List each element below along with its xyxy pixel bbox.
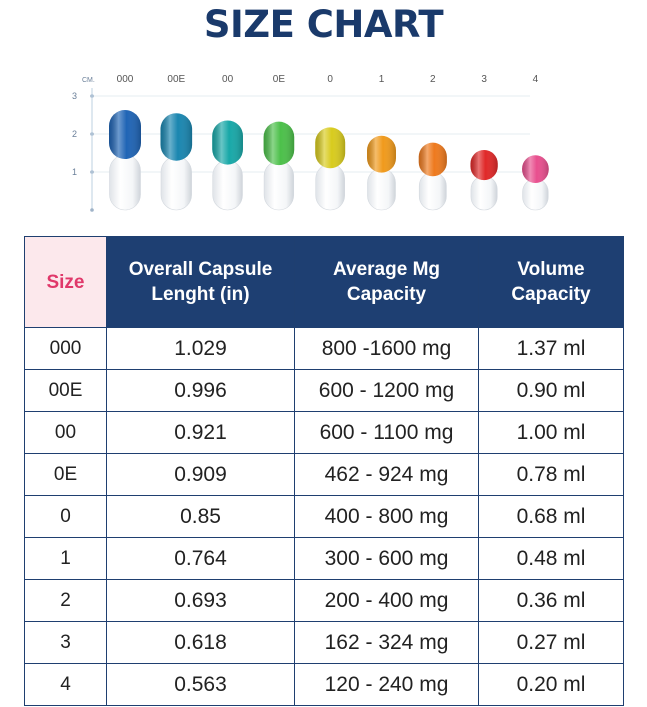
capsule-cap-sheen <box>109 110 141 159</box>
table-row: 0E 0.909 462 - 924 mg 0.78 ml <box>24 453 624 496</box>
cell-length: 0.563 <box>106 663 295 706</box>
cell-size: 1 <box>24 537 107 580</box>
capsule-body <box>522 178 549 211</box>
cell-volume: 0.90 ml <box>478 369 624 412</box>
table-row: 0 0.85 400 - 800 mg 0.68 ml <box>24 495 624 538</box>
capsule-size-label: 4 <box>533 74 539 85</box>
capsule-0E: 0E <box>263 74 295 211</box>
table-row: 00 0.921 600 - 1100 mg 1.00 ml <box>24 411 624 454</box>
table-row: 00E 0.996 600 - 1200 mg 0.90 ml <box>24 369 624 412</box>
capsule-cap-sheen <box>367 135 396 173</box>
axis-tick-label: 2 <box>72 129 77 139</box>
capsule-size-label: 0E <box>273 74 286 85</box>
cell-volume: 0.20 ml <box>478 663 624 706</box>
cell-size: 00E <box>24 369 107 412</box>
capsule-size-label: 1 <box>379 74 385 85</box>
cell-volume: 1.37 ml <box>478 327 624 370</box>
capsule-0: 0 <box>315 74 346 211</box>
cell-size: 4 <box>24 663 107 706</box>
axis-tick-dot <box>90 208 94 212</box>
capsule-1: 1 <box>367 74 396 211</box>
cell-size: 0 <box>24 495 107 538</box>
cell-mg-capacity: 200 - 400 mg <box>294 579 479 622</box>
capsule-body <box>263 160 295 211</box>
header-size: Size <box>24 236 107 328</box>
cell-mg-capacity: 600 - 1200 mg <box>294 369 479 412</box>
capsule-2: 2 <box>418 74 447 211</box>
cell-length: 0.996 <box>106 369 295 412</box>
capsule-body <box>160 156 192 211</box>
cell-length: 0.921 <box>106 411 295 454</box>
cell-volume: 0.78 ml <box>478 453 624 496</box>
table-row: 3 0.618 162 - 324 mg 0.27 ml <box>24 621 624 664</box>
capsule-00E: 00E <box>160 74 193 211</box>
capsule-size-label: 00E <box>167 74 185 85</box>
cell-volume: 1.00 ml <box>478 411 624 454</box>
capsule-3: 3 <box>470 74 498 211</box>
size-table: Size Overall Capsule Lenght (in) Average… <box>24 236 624 706</box>
cell-mg-capacity: 800 -1600 mg <box>294 327 479 370</box>
capsule-size-illustration: 3 2 1 CM. 000 00E 00 0E 0 1 2 3 4 <box>72 74 549 212</box>
page-title: SIZE CHART <box>203 3 444 46</box>
cell-mg-capacity: 400 - 800 mg <box>294 495 479 538</box>
capsule-cap-sheen <box>315 127 346 169</box>
cell-mg-capacity: 600 - 1100 mg <box>294 411 479 454</box>
cell-volume: 0.68 ml <box>478 495 624 538</box>
capsule-body <box>212 160 243 211</box>
capsule-cap-sheen <box>263 121 295 166</box>
cell-length: 0.85 <box>106 495 295 538</box>
table-row: 000 1.029 800 -1600 mg 1.37 ml <box>24 327 624 370</box>
capsule-size-label: 0 <box>327 74 333 85</box>
cell-size: 0E <box>24 453 107 496</box>
cell-volume: 0.48 ml <box>478 537 624 580</box>
cell-size: 00 <box>24 411 107 454</box>
table-row: 1 0.764 300 - 600 mg 0.48 ml <box>24 537 624 580</box>
capsule-cap-sheen <box>522 155 549 184</box>
capsule-cap-sheen <box>470 149 498 181</box>
table-row: 2 0.693 200 - 400 mg 0.36 ml <box>24 579 624 622</box>
cell-length: 0.618 <box>106 621 295 664</box>
cell-volume: 0.27 ml <box>478 621 624 664</box>
capsule-body <box>418 172 447 211</box>
capsule-cap-sheen <box>418 142 447 177</box>
table-row: 4 0.563 120 - 240 mg 0.20 ml <box>24 663 624 706</box>
header-volume: Volume Capacity <box>478 236 624 328</box>
capsule-4: 4 <box>522 74 549 211</box>
axis-tick-label: 3 <box>72 91 77 101</box>
capsule-size-label: 3 <box>481 74 487 85</box>
cell-length: 1.029 <box>106 327 295 370</box>
capsule-cap-sheen <box>160 113 193 161</box>
cell-volume: 0.36 ml <box>478 579 624 622</box>
cell-length: 0.764 <box>106 537 295 580</box>
capsule-size-label: 000 <box>117 74 134 85</box>
capsule-000: 000 <box>109 74 141 211</box>
cell-mg-capacity: 300 - 600 mg <box>294 537 479 580</box>
capsule-00: 00 <box>212 74 243 211</box>
cell-mg-capacity: 120 - 240 mg <box>294 663 479 706</box>
capsule-size-label: 2 <box>430 74 436 85</box>
header-mg-capacity: Average Mg Capacity <box>294 236 479 328</box>
cell-mg-capacity: 162 - 324 mg <box>294 621 479 664</box>
capsule-body <box>367 168 396 211</box>
axis-unit-label: CM. <box>82 77 95 84</box>
capsule-cap-sheen <box>212 120 243 165</box>
cell-size: 000 <box>24 327 107 370</box>
cell-length: 0.693 <box>106 579 295 622</box>
cell-length: 0.909 <box>106 453 295 496</box>
capsule-body <box>315 163 345 211</box>
cell-mg-capacity: 462 - 924 mg <box>294 453 479 496</box>
capsule-body <box>470 175 498 211</box>
header-length: Overall Capsule Lenght (in) <box>106 236 295 328</box>
capsule-body <box>109 154 141 211</box>
cell-size: 2 <box>24 579 107 622</box>
cell-size: 3 <box>24 621 107 664</box>
capsule-size-label: 00 <box>222 74 234 85</box>
table-header-row: Size Overall Capsule Lenght (in) Average… <box>24 236 624 328</box>
axis-tick-label: 1 <box>72 167 77 177</box>
